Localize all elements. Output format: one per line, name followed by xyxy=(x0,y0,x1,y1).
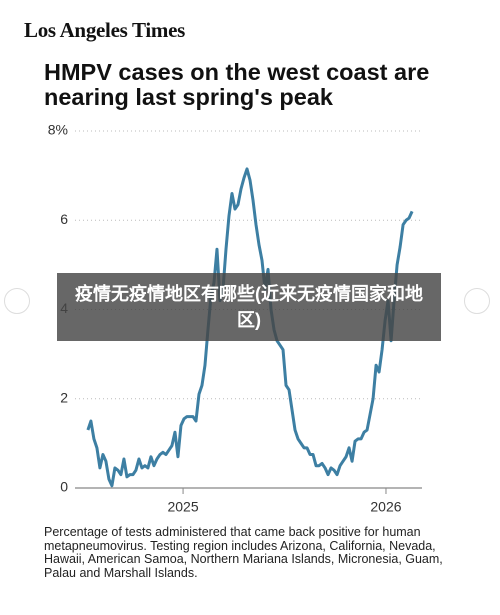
x-tick-label: 2026 xyxy=(370,499,401,515)
chart-title: HMPV cases on the west coast are nearing… xyxy=(44,59,430,110)
overlay-caption: 疫情无疫情地区有哪些(近来无疫情国家和地区) xyxy=(57,273,441,341)
brand-logo: Los Angeles Times xyxy=(24,18,185,42)
y-tick-label: 8% xyxy=(48,122,68,138)
chart-caption: Percentage of tests administered that ca… xyxy=(44,525,443,580)
next-button[interactable] xyxy=(464,288,490,314)
y-tick-label: 6 xyxy=(60,211,68,227)
x-tick-label: 2025 xyxy=(167,499,198,515)
y-tick-label: 0 xyxy=(60,479,68,495)
y-tick-label: 2 xyxy=(60,389,68,405)
prev-button[interactable] xyxy=(4,288,30,314)
line-series xyxy=(86,167,414,488)
